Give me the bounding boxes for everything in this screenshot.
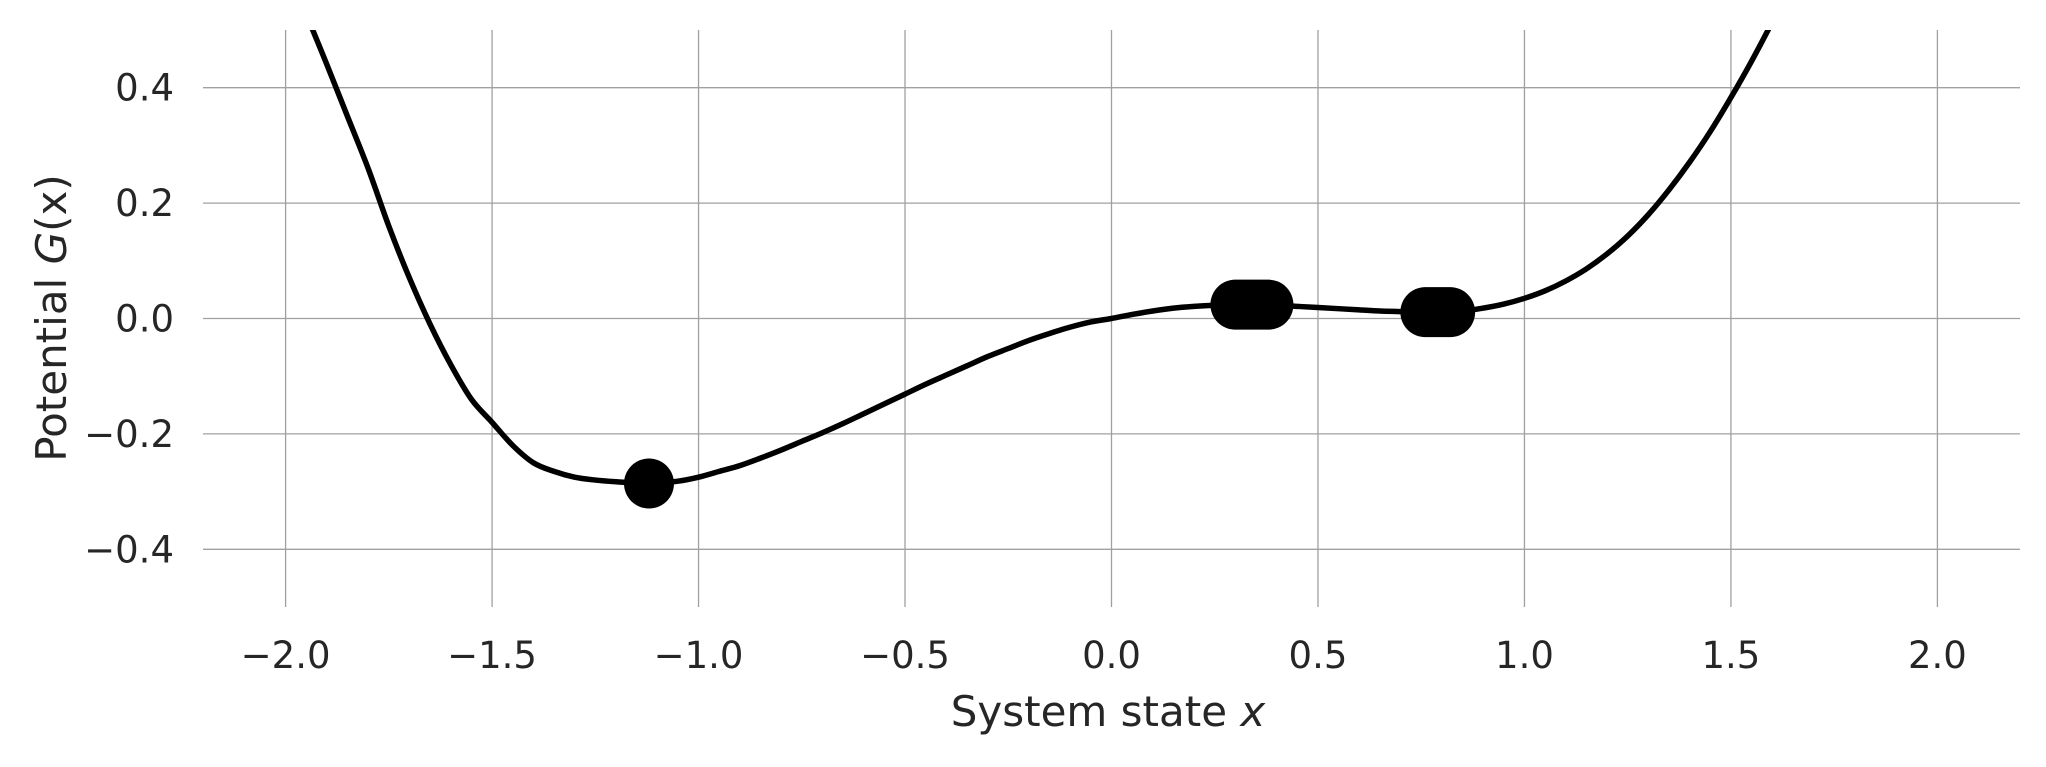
potential-curve	[309, 30, 1772, 487]
x-tick-label: −2.0	[241, 634, 331, 677]
marker-layer	[623, 279, 1476, 509]
y-tick-label: 0.4	[115, 67, 174, 110]
y-axis-label-argument: (x)	[27, 174, 76, 232]
x-tick-label: 1.5	[1702, 634, 1761, 677]
y-tick-label: 0.2	[115, 182, 174, 225]
y-tick-label: −0.4	[84, 528, 174, 571]
x-tick-labels: −2.0 −1.5 −1.0 −0.5 0.0 0.5 1.0 1.5 2.0	[241, 634, 1967, 677]
x-axis-label: System state x	[951, 687, 1267, 736]
x-tick-label: 2.0	[1908, 634, 1967, 677]
y-axis-label-variable: G	[27, 232, 76, 265]
x-tick-label: 0.0	[1082, 634, 1141, 677]
x-tick-label: 0.5	[1289, 634, 1348, 677]
y-axis-label: Potential G(x)	[27, 174, 76, 462]
series-layer	[309, 30, 1772, 487]
x-axis-label-variable: x	[1238, 687, 1266, 736]
y-gridlines	[203, 87, 2020, 550]
y-axis-label-text: Potential	[27, 264, 76, 461]
y-tick-label: −0.2	[84, 413, 174, 456]
y-tick-label: 0.0	[115, 298, 174, 341]
x-axis-label-text: System state	[951, 687, 1241, 736]
x-tick-label: −1.5	[447, 634, 537, 677]
y-tick-labels: −0.4 −0.2 0.0 0.2 0.4	[84, 67, 174, 572]
x-tick-label: 1.0	[1495, 634, 1554, 677]
x-tick-label: −1.0	[654, 634, 744, 677]
x-tick-label: −0.5	[860, 634, 950, 677]
